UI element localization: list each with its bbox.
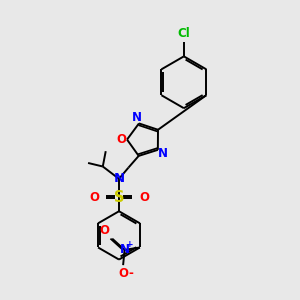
Text: N: N <box>120 243 130 256</box>
Text: N: N <box>132 111 142 124</box>
Text: Cl: Cl <box>178 27 190 40</box>
Text: O: O <box>118 268 128 281</box>
Text: N: N <box>113 172 124 185</box>
Text: -: - <box>128 268 133 281</box>
Text: O: O <box>139 190 149 204</box>
Text: O: O <box>89 190 99 204</box>
Text: S: S <box>114 190 124 205</box>
Text: O: O <box>100 224 110 237</box>
Text: O: O <box>116 133 126 146</box>
Text: +: + <box>126 240 134 249</box>
Text: N: N <box>158 147 168 160</box>
